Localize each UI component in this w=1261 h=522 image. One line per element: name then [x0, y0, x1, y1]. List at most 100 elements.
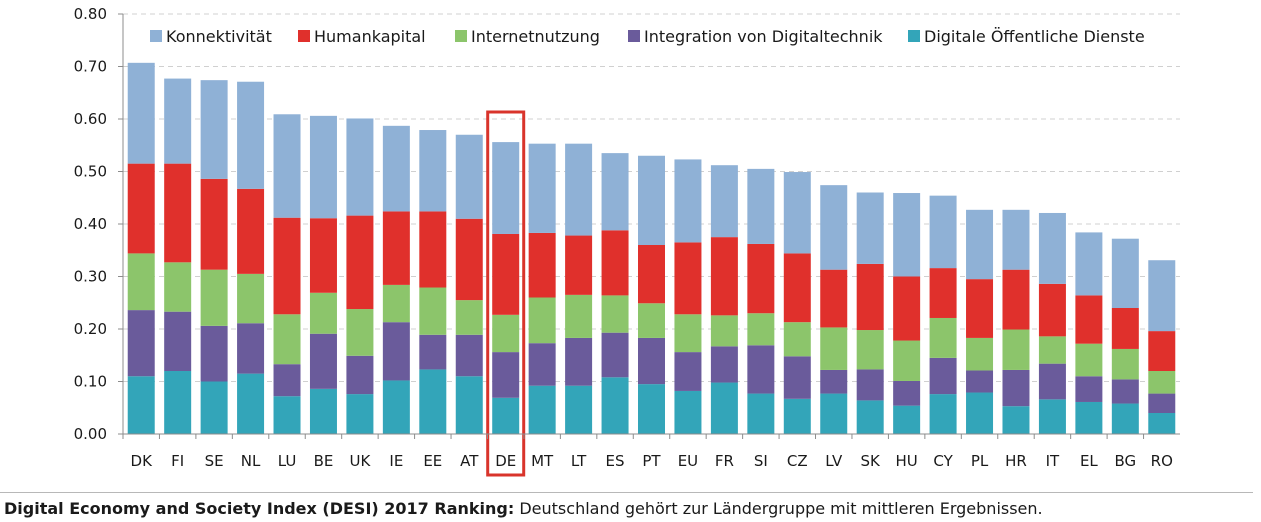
bar-segment — [966, 337, 994, 371]
bar-segment — [309, 218, 337, 293]
bar-segment — [492, 233, 520, 315]
bar-segment — [1111, 403, 1139, 434]
bar-segment — [1075, 295, 1103, 344]
bar-segment — [820, 393, 848, 434]
bar-segment — [893, 193, 921, 277]
bar-segment — [820, 327, 848, 370]
bar-segment — [200, 80, 228, 179]
bar-segment — [200, 381, 228, 434]
bar-segment — [1148, 371, 1176, 394]
bar-segment — [1038, 399, 1066, 434]
bar-segment — [783, 356, 811, 399]
bar-segment — [565, 294, 593, 338]
x-tick-label: FI — [171, 452, 184, 470]
bar-segment — [1038, 212, 1066, 284]
bar-segment — [237, 81, 265, 189]
bar-segment — [419, 287, 447, 335]
legend-label: Konnektivität — [166, 27, 272, 46]
bar-segment — [237, 373, 265, 434]
bar-segment — [565, 337, 593, 386]
bar-segment — [1111, 348, 1139, 380]
bar-segment — [346, 215, 374, 310]
x-tick-label: CY — [933, 452, 953, 470]
x-tick-label: DE — [495, 452, 516, 470]
bar-segment — [1075, 376, 1103, 402]
bar-segment — [273, 314, 301, 365]
x-tick-label: ES — [606, 452, 625, 470]
x-tick-label: BG — [1114, 452, 1136, 470]
x-tick-label: LT — [571, 452, 587, 470]
bar-segment — [601, 332, 629, 378]
bar-segment — [674, 352, 702, 391]
y-tick-label: 0.20 — [74, 320, 107, 338]
x-tick-label: EL — [1080, 452, 1098, 470]
bar-segment — [893, 276, 921, 341]
bar-segment — [856, 263, 884, 331]
x-tick-label: DK — [131, 452, 154, 470]
bar-segment — [929, 195, 957, 269]
bar-segment — [1111, 308, 1139, 349]
bar-segment — [820, 185, 848, 270]
bar-segment — [747, 313, 775, 346]
bar-segment — [127, 253, 155, 311]
bar-segment — [237, 188, 265, 274]
bar-segment — [455, 218, 483, 301]
bar-segment — [127, 163, 155, 254]
bar-segment — [856, 192, 884, 264]
bar-segment — [565, 385, 593, 434]
bar-segment — [783, 322, 811, 357]
bar-segment — [492, 397, 520, 434]
bar-segment — [1002, 329, 1030, 370]
bar-segment — [638, 337, 665, 385]
y-tick-label: 0.30 — [74, 268, 107, 286]
bar-segment — [929, 394, 957, 434]
x-tick-label: SI — [754, 452, 768, 470]
legend-label: Humankapital — [314, 27, 426, 46]
bar-segment — [382, 125, 410, 212]
bar-segment — [200, 269, 228, 326]
bar-segment — [528, 143, 556, 233]
bar-segment — [1148, 393, 1176, 413]
caption-bold: Digital Economy and Society Index (DESI)… — [4, 499, 515, 518]
bar-segment — [638, 245, 665, 304]
bar-segment — [966, 370, 994, 393]
bar-segment — [565, 143, 593, 236]
bar-segment — [747, 168, 775, 244]
x-tick-label: IE — [389, 452, 403, 470]
x-tick-label: UK — [349, 452, 371, 470]
bar-segment — [710, 382, 738, 434]
caption-text: Deutschland gehört zur Ländergruppe mit … — [514, 499, 1043, 518]
bar-segment — [783, 172, 811, 254]
y-tick-label: 0.80 — [74, 5, 107, 23]
bar-segment — [455, 376, 483, 434]
bars — [127, 62, 1176, 477]
bar-segment — [455, 334, 483, 377]
bar-segment — [1002, 209, 1030, 270]
bar-segment — [273, 114, 301, 218]
bar-segment — [783, 398, 811, 434]
bar-segment — [601, 377, 629, 434]
bar-segment — [1038, 283, 1066, 337]
bar-segment — [1002, 369, 1030, 407]
bar-segment — [164, 163, 192, 263]
bar-segment — [710, 346, 738, 383]
x-tick-label: CZ — [787, 452, 808, 470]
y-tick-label: 0.70 — [74, 58, 107, 76]
bar-segment — [127, 62, 155, 164]
bar-segment — [1075, 401, 1103, 434]
x-tick-label: EE — [423, 452, 442, 470]
bar-segment — [528, 385, 556, 434]
bar-segment — [638, 155, 665, 245]
x-tick-label: RO — [1151, 452, 1173, 470]
x-tick-label: NL — [241, 452, 261, 470]
legend-swatch — [455, 30, 467, 42]
bar-segment — [309, 388, 337, 434]
bar-segment — [309, 333, 337, 389]
bar-segment — [200, 325, 228, 382]
bar-segment — [601, 295, 629, 333]
bar-segment — [929, 268, 957, 318]
bar-segment — [419, 130, 447, 212]
bar-segment — [710, 165, 738, 238]
legend-swatch — [628, 30, 640, 42]
figure-caption: Digital Economy and Society Index (DESI)… — [4, 499, 1043, 518]
